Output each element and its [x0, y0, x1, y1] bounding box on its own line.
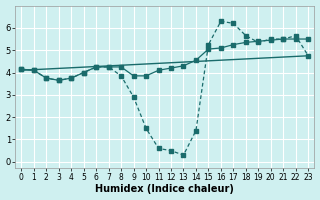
X-axis label: Humidex (Indice chaleur): Humidex (Indice chaleur) [95, 184, 234, 194]
